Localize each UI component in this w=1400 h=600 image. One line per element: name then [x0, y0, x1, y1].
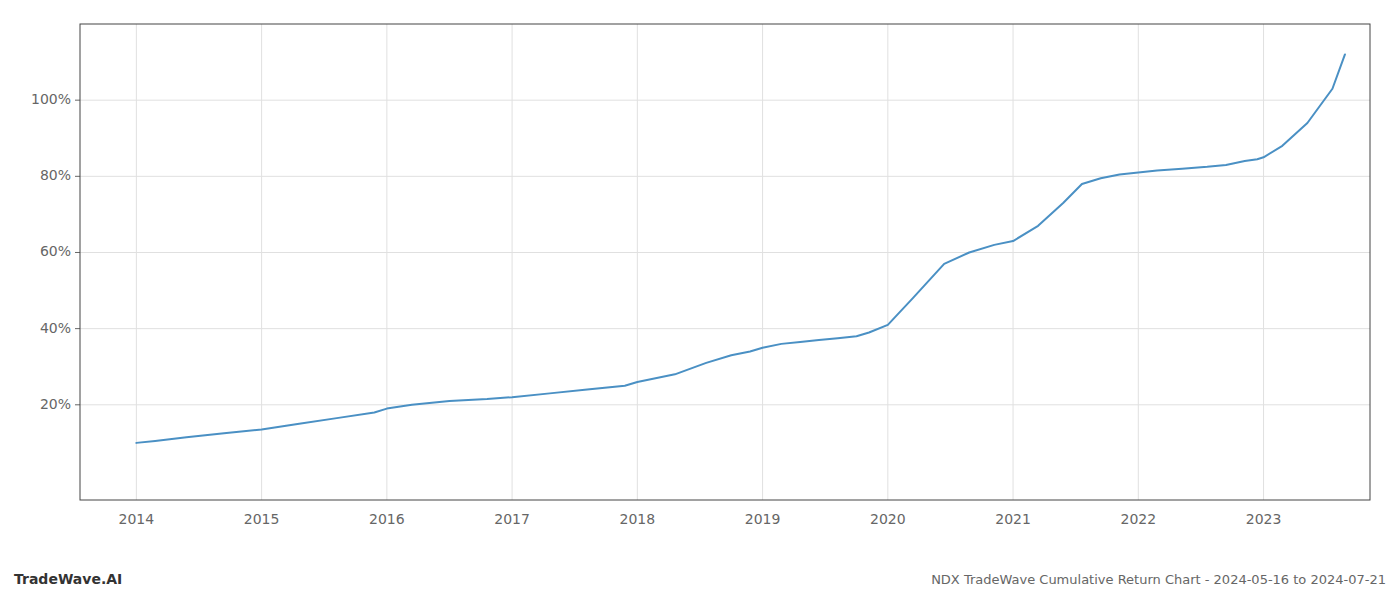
x-grid-line: [386, 24, 387, 500]
x-grid-line: [136, 24, 137, 500]
x-tick-label: 2023: [1246, 511, 1282, 527]
x-grid-line: [512, 24, 513, 500]
x-tick-label: 2018: [620, 511, 656, 527]
x-tick-label: 2019: [745, 511, 781, 527]
series: [136, 54, 1345, 442]
y-grid-line: [80, 404, 1370, 405]
background: [0, 0, 1400, 600]
x-grid-line: [887, 24, 888, 500]
y-tick: [75, 328, 80, 329]
x-grid-line: [762, 24, 763, 500]
y-tick-label: 20%: [40, 396, 71, 412]
y-tick-label: 60%: [40, 243, 71, 259]
grid: [80, 24, 1370, 500]
axes: 20% 40% 60% 80% 100% 2014 2015 2016 2017 2018 2019…: [31, 24, 1370, 527]
y-tick-label: 100%: [31, 91, 71, 107]
y-tick: [75, 100, 80, 101]
y-tick-label: 80%: [40, 167, 71, 183]
x-grid-line: [1138, 24, 1139, 500]
y-tick: [75, 176, 80, 177]
x-grid-line: [1263, 24, 1264, 500]
chart: 20% 40% 60% 80% 100% 2014 2015 2016 2017 2018 2019…: [0, 0, 1400, 600]
x-tick-label: 2021: [995, 511, 1031, 527]
y-grid-line: [80, 100, 1370, 101]
x-tick-label: 2022: [1120, 511, 1156, 527]
x-tick-label: 2015: [244, 511, 280, 527]
y-grid-line: [80, 176, 1370, 177]
x-tick-label: 2014: [119, 511, 155, 527]
watermark: TradeWave.AI: [14, 571, 122, 587]
x-grid-line: [1013, 24, 1014, 500]
plot-frame: [80, 24, 1370, 500]
x-tick-label: 2020: [870, 511, 906, 527]
y-tick: [75, 252, 80, 253]
line: [136, 54, 1345, 442]
title: NDX TradeWave Cumulative Return Chart - …: [931, 572, 1386, 587]
x-grid-line: [637, 24, 638, 500]
y-tick-label: 40%: [40, 320, 71, 336]
y-grid-line: [80, 328, 1370, 329]
y-grid-line: [80, 252, 1370, 253]
x-tick-label: 2017: [494, 511, 530, 527]
x-tick-label: 2016: [369, 511, 405, 527]
y-tick: [75, 404, 80, 405]
